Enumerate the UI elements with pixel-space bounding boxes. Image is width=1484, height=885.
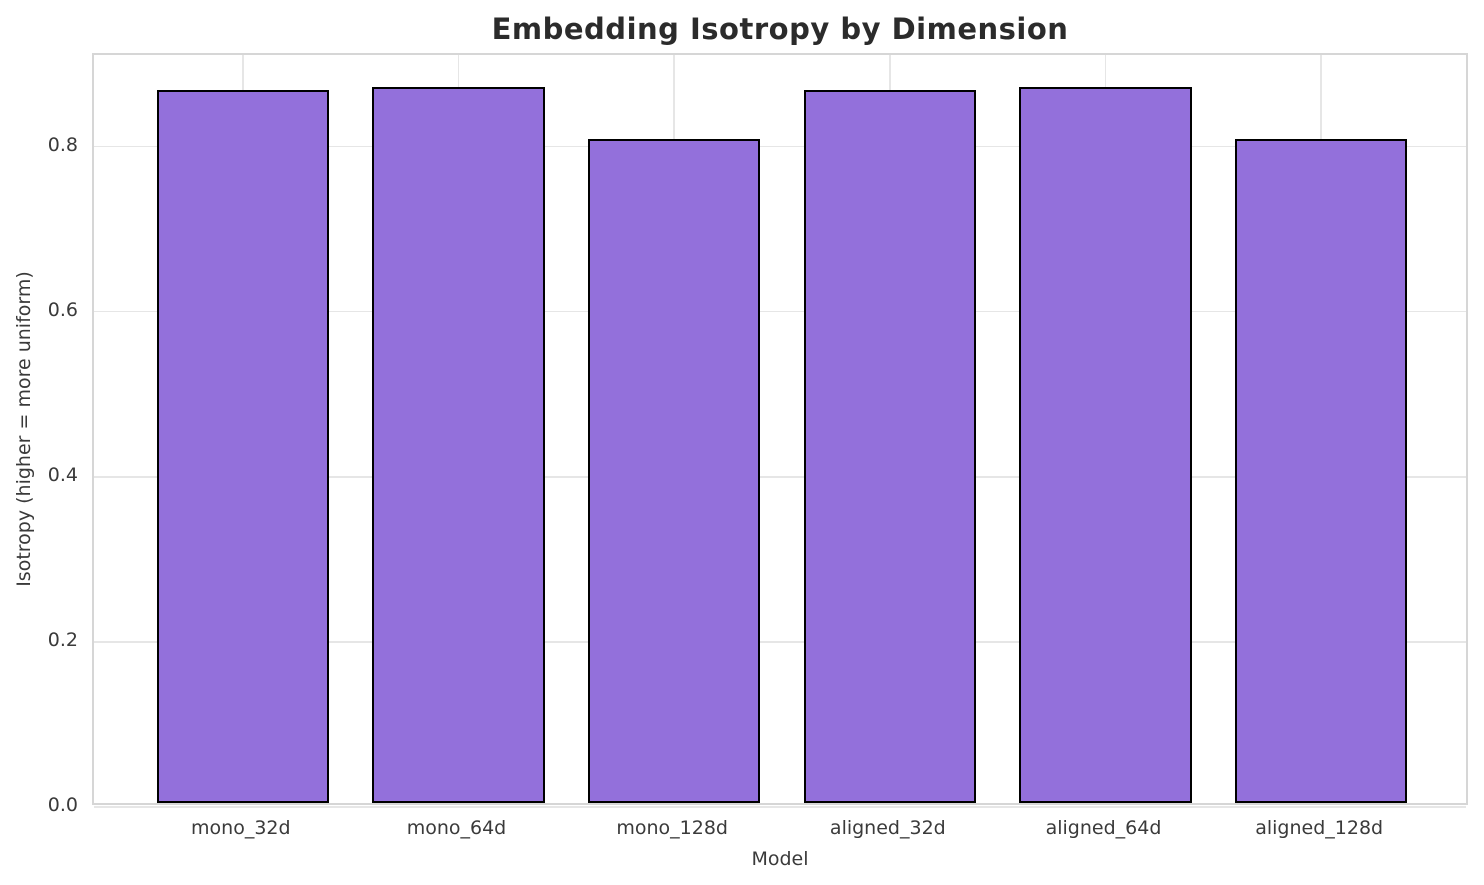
x-tick-label: aligned_64d: [1045, 817, 1162, 839]
h-gridline: [94, 145, 1466, 148]
chart-title: Embedding Isotropy by Dimension: [491, 12, 1069, 46]
x-tick-label: aligned_32d: [829, 817, 946, 839]
bar-aligned_32d: [803, 89, 977, 803]
bar-aligned_64d: [1019, 86, 1192, 803]
h-gridline: [94, 641, 1466, 643]
h-gridline: [94, 476, 1466, 478]
bar-mono_128d: [587, 138, 761, 803]
x-axis-label: Model: [751, 848, 809, 870]
plot-area: [92, 53, 1468, 808]
x-tick-label: mono_64d: [406, 817, 507, 839]
y-tick-label: 0.0: [47, 794, 78, 816]
y-tick-label: 0.4: [47, 463, 78, 486]
h-gridline: [94, 310, 1466, 313]
bar-mono_64d: [372, 86, 545, 803]
h-gridline: [94, 806, 1466, 808]
y-tick-label: 0.2: [47, 628, 78, 651]
x-tick-label: aligned_128d: [1255, 817, 1384, 839]
bar-mono_32d: [156, 89, 330, 803]
y-tick-label: 0.6: [47, 298, 78, 321]
x-tick-label: mono_128d: [616, 817, 728, 839]
y-tick-label: 0.8: [47, 133, 78, 156]
bar-aligned_128d: [1234, 138, 1408, 803]
x-tick-label: mono_32d: [191, 817, 291, 839]
